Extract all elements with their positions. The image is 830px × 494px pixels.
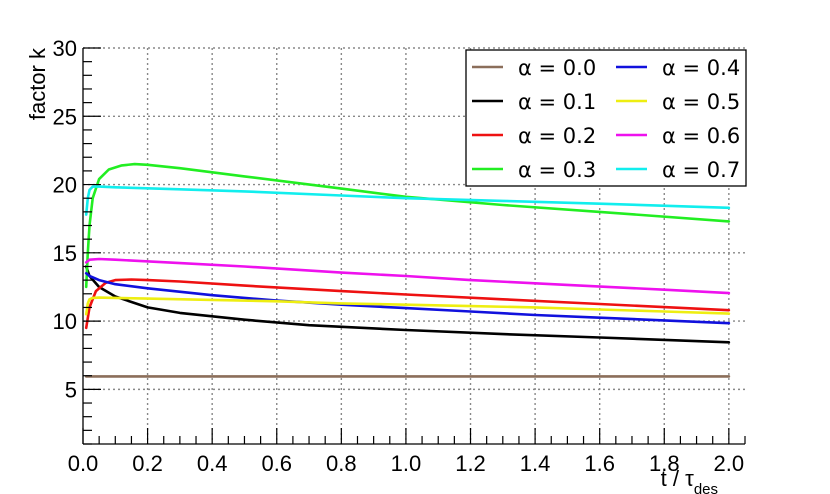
legend-label: α = 0.4 (662, 56, 740, 80)
x-axis-title-subscript: des (694, 481, 718, 494)
x-tick-label: 0.0 (68, 451, 99, 476)
x-tick-label: 2.0 (714, 451, 745, 476)
series-line (84, 257, 731, 295)
series-line (84, 296, 731, 316)
x-tick-label: 1.8 (649, 451, 680, 476)
x-tick-label: 0.4 (197, 451, 228, 476)
legend-label: α = 0.3 (518, 158, 596, 182)
legend-label: α = 0.1 (518, 90, 596, 114)
y-tick-label: 15 (53, 241, 77, 266)
x-tick-label: 1.6 (584, 451, 615, 476)
series-line (84, 185, 731, 216)
y-tick-label: 10 (53, 309, 77, 334)
y-tick-label: 30 (53, 36, 77, 61)
x-tick-label: 1.2 (455, 451, 486, 476)
x-axis-title: t / τdes (661, 466, 718, 494)
data-series (84, 162, 731, 378)
x-tick-label: 1.4 (520, 451, 551, 476)
legend-label: α = 0.6 (662, 124, 740, 148)
y-tick-label: 5 (65, 377, 77, 402)
legend-label: α = 0.0 (518, 56, 596, 80)
axes: 0.0 0.2 0.4 0.6 0.8 1.0 1.2 1.4 1.6 1.8 2.0 5 10 15 20… (53, 36, 746, 476)
series-line (84, 265, 731, 344)
x-tick-label: 1.0 (391, 451, 422, 476)
y-tick-label: 20 (53, 173, 77, 198)
legend-label: α = 0.5 (662, 90, 740, 114)
x-tick-label: 0.8 (326, 451, 357, 476)
legend-label: α = 0.2 (518, 124, 596, 148)
legend: α = 0.0 α = 0.1 α = 0.2 α = 0.3 α = 0.4 α = 0… (465, 49, 747, 187)
legend-box (465, 49, 747, 187)
legend-label: α = 0.7 (662, 158, 740, 182)
x-tick-label: 0.6 (261, 451, 292, 476)
y-tick-label: 25 (53, 104, 77, 129)
y-axis-title: factor k (25, 47, 50, 120)
series-line (84, 278, 731, 330)
x-tick-label: 0.2 (132, 451, 163, 476)
